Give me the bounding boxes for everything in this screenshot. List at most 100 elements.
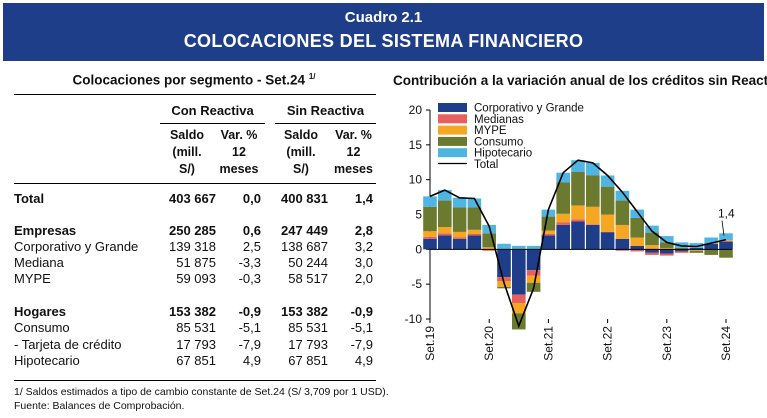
table-row-label: Hogares [14, 304, 67, 319]
total-line [429, 159, 727, 329]
table-cell: 17 793 [288, 337, 328, 352]
table-header-rule [14, 183, 376, 184]
bar-segment [704, 243, 719, 250]
sub-header-line: 12 [232, 145, 246, 159]
bar-segment [556, 213, 571, 223]
bar-segment [423, 231, 437, 237]
bar-segment [585, 162, 600, 176]
table-row-label: Total [14, 191, 45, 206]
y-tick-label: -10 [405, 312, 423, 326]
bar-segment [645, 232, 659, 246]
bar-segment [437, 235, 452, 250]
bar-segment [437, 227, 452, 234]
table-cell: 153 382 [169, 304, 216, 319]
table-cell: 153 382 [281, 304, 328, 319]
table-row-label: Hipotecario [14, 353, 80, 368]
bar-segment [423, 196, 437, 207]
table-cell: 4,9 [354, 353, 373, 368]
bar-segment [600, 175, 615, 187]
bar-segment [423, 206, 437, 232]
table-cell: -0,9 [350, 304, 373, 319]
bar-segment [719, 240, 733, 242]
y-tick-label: 15 [409, 138, 423, 152]
table-cell: 0,6 [242, 223, 261, 238]
bar-segment [659, 242, 674, 248]
sub-header-line: Var. % [220, 128, 258, 142]
table-row-label: Mediana [14, 255, 64, 270]
table-cell: 2,0 [354, 271, 373, 286]
bar-segment [719, 240, 733, 241]
table-cell: 4,9 [242, 353, 261, 368]
table-cell: -0,9 [238, 304, 261, 319]
bar-segment [689, 250, 704, 251]
chart-title: Contribución a la variación anual de los… [393, 73, 767, 88]
legend-label: MYPE [474, 125, 507, 137]
bar-segment [585, 224, 600, 225]
bar-segment [541, 230, 556, 235]
table-cell: -0,3 [238, 271, 261, 286]
bar-segment [615, 200, 630, 225]
table-cell: 2,5 [242, 239, 261, 254]
bar-segment [630, 249, 645, 252]
table-cell: 58 517 [288, 271, 328, 286]
bar-segment [452, 197, 467, 208]
table-cell: 2,8 [354, 223, 373, 238]
legend-label: Corporativo y Grande [474, 103, 584, 115]
bar-segment [511, 245, 526, 250]
table-cell: 67 851 [288, 353, 328, 368]
table-cell: 3,2 [354, 239, 373, 254]
bar-segment [497, 243, 511, 250]
table-row-label: Corporativo y Grande [14, 239, 139, 254]
bar-segment [704, 237, 719, 244]
sub-header-line: meses [219, 162, 259, 176]
table-cell: 0,0 [242, 191, 261, 206]
table-cell: 400 831 [281, 191, 328, 206]
table-cell: -7,9 [350, 337, 373, 352]
bar-segment [467, 229, 482, 235]
annotation-leader [721, 220, 725, 236]
x-tick-label: Set.24 [719, 326, 733, 361]
table-cell: 17 793 [176, 337, 216, 352]
bar-segment [674, 247, 689, 250]
group-header-sin-reactiva: Sin Reactiva [286, 103, 365, 118]
sub-header-line: S/) [179, 162, 195, 176]
bar-segment [452, 237, 467, 239]
x-tick-label: Set.23 [660, 326, 674, 361]
sub-header-line: meses [334, 162, 373, 176]
legend-label: Hipotecario [474, 148, 532, 160]
table-cell: 3,0 [354, 255, 373, 270]
bar-segment [556, 172, 571, 183]
table-cell: -3,3 [238, 255, 261, 270]
bar-segment [511, 302, 526, 314]
table-row-label: Empresas [14, 223, 77, 238]
sub-header-saldo: Saldo (mill. S/) [160, 127, 214, 178]
table-cell: -7,9 [238, 337, 261, 352]
bar-segment [467, 235, 482, 250]
x-tick-label: Set.19 [423, 326, 437, 361]
y-tick-label: -5 [411, 277, 422, 291]
bar-segment [571, 221, 585, 250]
table-title-text: Colocaciones por segmento - Set.24 [72, 72, 306, 88]
bar-segment [719, 233, 733, 241]
bar-segment [630, 245, 645, 250]
table-cell: 1,4 [354, 191, 373, 206]
bar-segment [689, 247, 704, 250]
last-value-label: 1,4 [718, 207, 735, 221]
bar-segment [659, 249, 674, 254]
bar-segment [467, 207, 482, 230]
bar-segment [571, 205, 585, 220]
table-cell: 250 285 [169, 223, 216, 238]
table-row-label: Consumo [14, 320, 70, 335]
sub-header-saldo: Saldo (mill. S/) [275, 127, 327, 178]
bar-segment [497, 277, 511, 282]
bar-segment [645, 249, 659, 253]
bar-segment [482, 249, 497, 251]
footnote-source: Fuente: Balances de Comprobación. [14, 400, 185, 412]
bar-segment [689, 243, 704, 248]
bar-segment [571, 172, 585, 206]
table-bottom-rule [14, 380, 376, 381]
table-cell: 403 667 [169, 191, 216, 206]
bar-segment [659, 247, 674, 250]
footnote-1: 1/ Saldos estimados a tipo de cambio con… [14, 386, 389, 398]
